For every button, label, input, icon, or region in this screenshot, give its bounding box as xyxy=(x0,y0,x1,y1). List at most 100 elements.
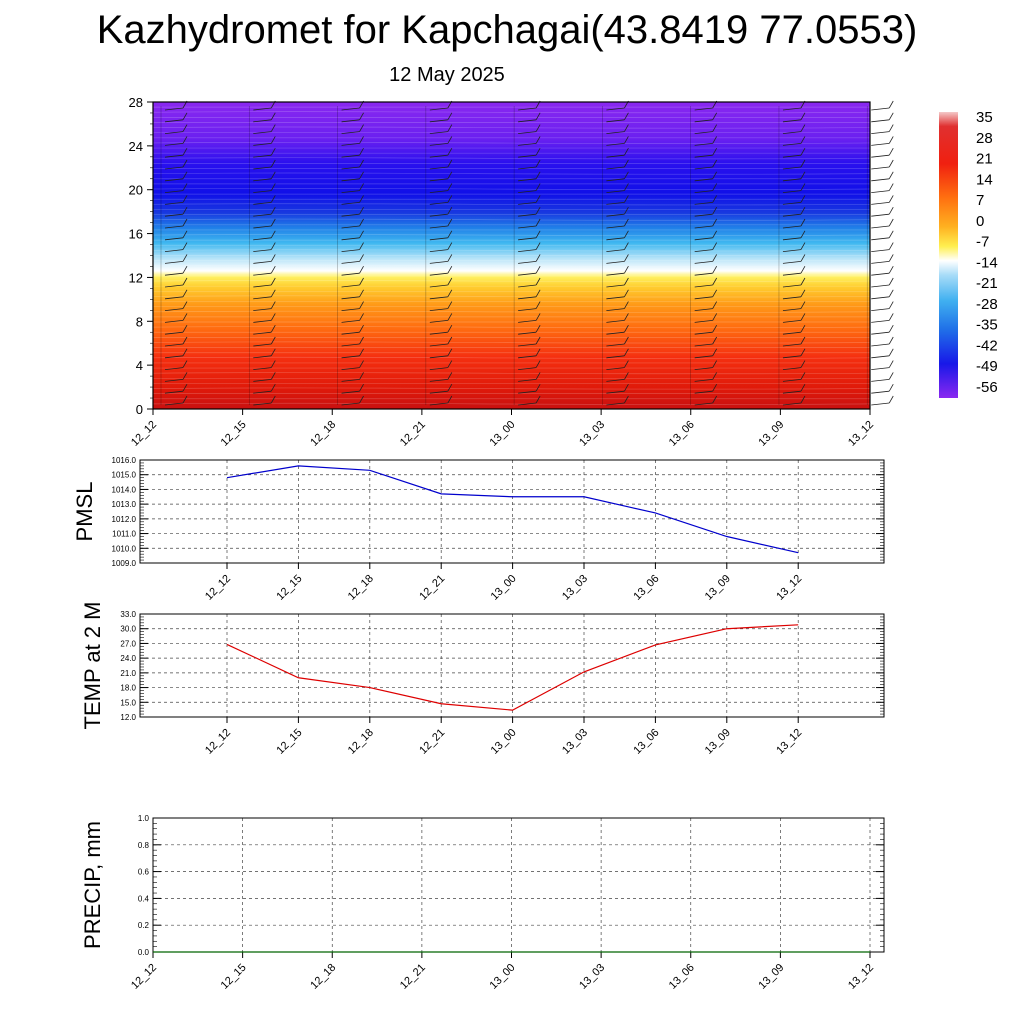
wind-barb xyxy=(606,178,625,182)
wind-barb-flag xyxy=(447,242,453,250)
wind-barb-flag xyxy=(888,183,894,191)
x-tick-label: 13_06 xyxy=(631,573,661,603)
wind-barb xyxy=(871,355,890,359)
wind-barb-flag xyxy=(270,360,276,368)
wind-barb-flag xyxy=(535,230,541,238)
wind-barb xyxy=(871,320,890,323)
wind-barb xyxy=(606,237,625,241)
y-tick-label: 1011.0 xyxy=(112,530,136,539)
wind-barb-flag xyxy=(182,171,188,179)
wind-barb xyxy=(782,119,802,123)
wind-barb-flag xyxy=(800,313,806,321)
wind-barb-flag xyxy=(535,195,541,203)
wind-barb-flag xyxy=(447,183,453,191)
wind-barb xyxy=(341,154,360,158)
y-tick-label: 28 xyxy=(129,95,143,110)
wind-barb xyxy=(518,213,537,217)
contour-line xyxy=(152,126,871,129)
wind-barb xyxy=(429,296,448,300)
wind-barb-flag xyxy=(182,277,188,286)
wind-barb-flag xyxy=(182,148,188,156)
wind-barb xyxy=(782,320,802,323)
wind-barb-flag xyxy=(800,112,806,120)
wind-barb xyxy=(253,390,272,394)
wind-barb xyxy=(871,225,890,229)
wind-barb xyxy=(429,379,448,382)
wind-barb-flag xyxy=(535,183,541,191)
wind-barb xyxy=(164,154,184,158)
wind-barb xyxy=(341,390,360,394)
wind-barb-flag xyxy=(888,313,894,321)
wind-barb-flag xyxy=(182,313,188,321)
wind-barb-flag xyxy=(270,148,276,156)
wind-barb-flag xyxy=(182,230,188,238)
wind-barb-flag xyxy=(800,136,806,144)
wind-barb xyxy=(164,202,184,205)
wind-barb-flag xyxy=(270,348,276,356)
wind-barb xyxy=(429,190,448,193)
wind-barb-flag xyxy=(800,183,806,191)
wind-barb xyxy=(253,249,272,252)
wind-barb xyxy=(606,131,625,134)
contour-line xyxy=(152,121,871,124)
wind-barb xyxy=(518,402,537,406)
wind-barb xyxy=(871,367,890,370)
y-tick-label: 1010.0 xyxy=(112,544,137,553)
wind-barb-flag xyxy=(270,266,276,274)
wind-barb-flag xyxy=(800,195,806,203)
wind-barb xyxy=(694,261,713,264)
y-tick-label: 24 xyxy=(129,139,143,154)
y-tick-label: 20 xyxy=(129,183,143,198)
wind-barb-flag xyxy=(888,348,894,356)
x-tick-label: 12_12 xyxy=(129,419,159,449)
y-tick-label: 30.0 xyxy=(120,625,136,634)
x-tick-label: 12_18 xyxy=(308,962,338,992)
wind-barb-flag xyxy=(447,148,453,156)
wind-barb xyxy=(253,379,272,382)
wind-barb-flag xyxy=(270,159,276,168)
contour-line xyxy=(152,213,871,216)
wind-barb-flag xyxy=(447,360,453,368)
wind-barb xyxy=(164,296,184,300)
wind-barb xyxy=(871,237,890,241)
wind-barb xyxy=(694,166,713,170)
y-tick-label: 0.2 xyxy=(138,921,150,930)
wind-barb xyxy=(429,355,448,359)
y-tick-label: 1013.0 xyxy=(112,500,137,509)
wind-barb xyxy=(871,178,890,182)
wind-barb-flag xyxy=(270,112,276,120)
wind-barb xyxy=(341,143,360,146)
x-tick-label: 12_12 xyxy=(203,573,233,603)
wind-barb xyxy=(871,143,890,146)
colorbar-label: -14 xyxy=(976,254,998,271)
wind-barb-flag xyxy=(800,360,806,368)
wind-barb xyxy=(341,272,360,276)
wind-barb-flag xyxy=(182,384,188,392)
x-tick-label: 13_09 xyxy=(756,962,786,992)
wind-barb-flag xyxy=(888,112,894,120)
wind-barb-flag xyxy=(624,384,629,392)
wind-barb xyxy=(871,154,890,158)
wind-barb xyxy=(871,213,890,217)
wind-barb xyxy=(518,367,537,370)
x-tick-label: 12_21 xyxy=(398,419,428,449)
wind-barb-flag xyxy=(624,124,629,132)
wind-barb-flag xyxy=(535,348,541,356)
wind-barb-flag xyxy=(712,136,718,144)
wind-barb-flag xyxy=(182,395,188,404)
wind-barb-flag xyxy=(447,348,453,356)
wind-barb xyxy=(782,143,802,146)
contour-line xyxy=(152,326,871,329)
plot-frame xyxy=(152,817,885,953)
wind-barb xyxy=(871,202,890,205)
wind-barb-flag xyxy=(270,313,276,321)
wind-barb xyxy=(164,143,184,146)
x-tick-label: 12_18 xyxy=(346,727,376,757)
wind-barb-flag xyxy=(888,301,894,309)
wind-barb xyxy=(253,119,272,123)
colorbar-label: -56 xyxy=(976,379,998,396)
wind-barb-flag xyxy=(270,230,276,238)
wind-barb xyxy=(164,190,184,193)
wind-barb-flag xyxy=(888,266,894,274)
wind-barb xyxy=(694,131,713,134)
